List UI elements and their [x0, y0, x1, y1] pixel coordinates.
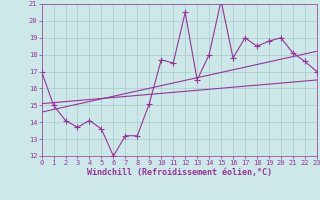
X-axis label: Windchill (Refroidissement éolien,°C): Windchill (Refroidissement éolien,°C) [87, 168, 272, 177]
